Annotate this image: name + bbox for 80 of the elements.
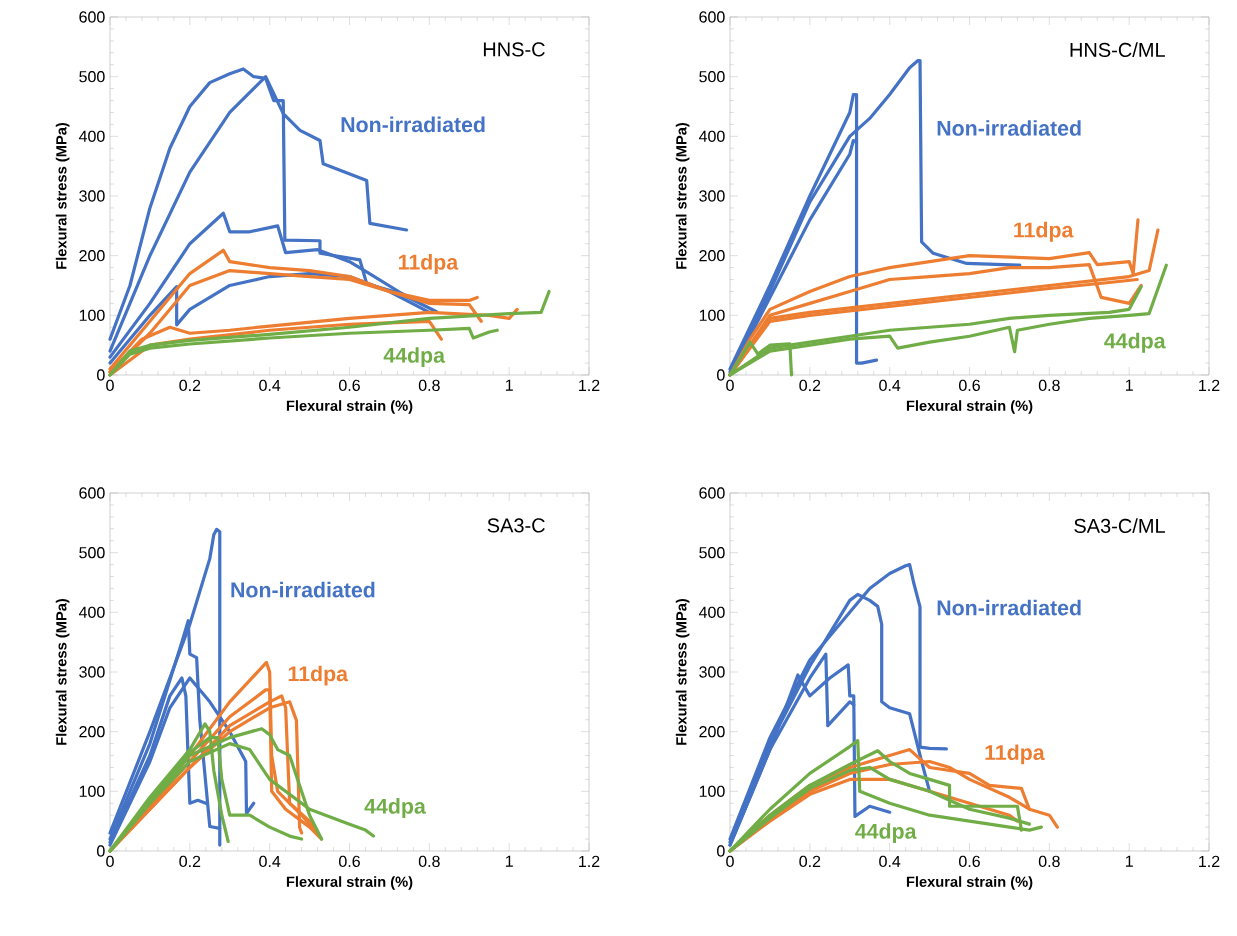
series-label: 11dpa: [985, 744, 1045, 765]
series-label: 11dpa: [1014, 221, 1074, 242]
x-tick-label: 0.4: [879, 379, 901, 392]
y-tick-label: 0: [717, 845, 725, 857]
series-label: 11dpa: [288, 665, 349, 686]
y-tick-label: 600: [79, 487, 105, 499]
x-tick-label: 1: [505, 379, 513, 391]
x-tick-label: 0.2: [179, 379, 201, 392]
y-tick-label: 300: [699, 190, 725, 202]
y-tick-label: 100: [79, 785, 105, 797]
y-axis-title: Flexural stress (MPa): [55, 598, 70, 745]
x-tick-label: 0.6: [959, 855, 980, 868]
x-tick-label: 0: [106, 379, 114, 392]
x-axis-title: Flexural strain (%): [906, 876, 1033, 890]
x-tick-label: 1.2: [1199, 855, 1220, 867]
y-axis-title: Flexural stress (MPa): [55, 122, 70, 269]
y-tick-label: 200: [699, 250, 725, 262]
y-tick-label: 600: [699, 487, 725, 499]
y-tick-label: 500: [79, 71, 105, 83]
x-tick-label: 1.2: [1199, 379, 1220, 391]
x-tick-label: 0.4: [879, 855, 901, 868]
x-tick-label: 0.6: [959, 379, 980, 392]
x-axis-title: Flexural strain (%): [906, 400, 1033, 414]
x-tick-label: 0.8: [1038, 379, 1060, 392]
y-tick-label: 0: [97, 369, 105, 381]
x-tick-label: 0.8: [1038, 855, 1060, 868]
y-tick-label: 400: [78, 130, 105, 142]
y-tick-label: 300: [699, 666, 725, 678]
y-tick-label: 400: [698, 130, 725, 142]
x-tick-label: 0: [726, 379, 734, 392]
x-tick-label: 0.2: [179, 855, 201, 868]
x-tick-label: 0.8: [418, 379, 440, 392]
x-axis-title: Flexural strain (%): [286, 876, 413, 890]
y-tick-label: 200: [79, 726, 105, 738]
x-tick-label: 0.4: [259, 855, 281, 868]
y-axis-title: Flexural stress (MPa): [675, 598, 690, 745]
y-tick-label: 200: [699, 726, 725, 738]
text: SA3-C/ML: [1074, 518, 1165, 534]
x-axis-title: Flexural strain (%): [286, 400, 413, 414]
x-tick-label: 1: [1125, 379, 1133, 391]
text: HNS-C/ML: [1070, 42, 1165, 58]
x-tick-label: 1.2: [579, 379, 600, 391]
y-tick-label: 200: [79, 250, 105, 262]
text: Non-irradiated: [937, 120, 1081, 136]
y-tick-label: 300: [79, 666, 105, 678]
x-tick-label: 0.6: [339, 855, 360, 868]
x-tick-label: 1.2: [579, 855, 600, 867]
y-tick-label: 100: [699, 785, 725, 797]
y-tick-label: 100: [699, 309, 725, 321]
series-label: 44dpa: [855, 823, 917, 844]
y-tick-label: 600: [79, 11, 105, 23]
x-tick-label: 0: [726, 855, 734, 868]
text: 44dpa: [1104, 332, 1166, 353]
text: SA3-C: [487, 518, 545, 533]
x-tick-label: 1: [505, 855, 513, 867]
x-tick-label: 0.8: [418, 855, 440, 868]
x-tick-label: 0.2: [799, 855, 821, 868]
series-label: Non-irradiated: [231, 581, 375, 598]
y-tick-label: 500: [699, 547, 725, 559]
y-tick-label: 400: [78, 606, 105, 618]
y-tick-label: 0: [97, 845, 105, 857]
text: Non-irradiated: [341, 116, 485, 133]
y-tick-label: 300: [79, 190, 105, 202]
y-tick-label: 400: [698, 606, 725, 618]
x-tick-label: 0.2: [799, 379, 821, 392]
text: HNS-C: [483, 42, 545, 57]
series-label: 44dpa: [383, 347, 446, 368]
y-tick-label: 600: [699, 11, 725, 23]
x-tick-label: 1: [1125, 855, 1133, 867]
y-tick-label: 500: [699, 71, 725, 83]
x-tick-label: 0: [106, 855, 114, 868]
y-axis-title: Flexural stress (MPa): [675, 122, 690, 269]
y-tick-label: 500: [79, 547, 105, 559]
x-tick-label: 0.6: [339, 379, 360, 392]
text: 44dpa: [364, 798, 426, 818]
x-tick-label: 0.4: [259, 379, 281, 392]
y-tick-label: 100: [79, 309, 105, 321]
series-label: Non-irradiated: [937, 599, 1081, 616]
y-tick-label: 0: [717, 369, 725, 381]
series-label: 11dpa: [399, 254, 459, 274]
